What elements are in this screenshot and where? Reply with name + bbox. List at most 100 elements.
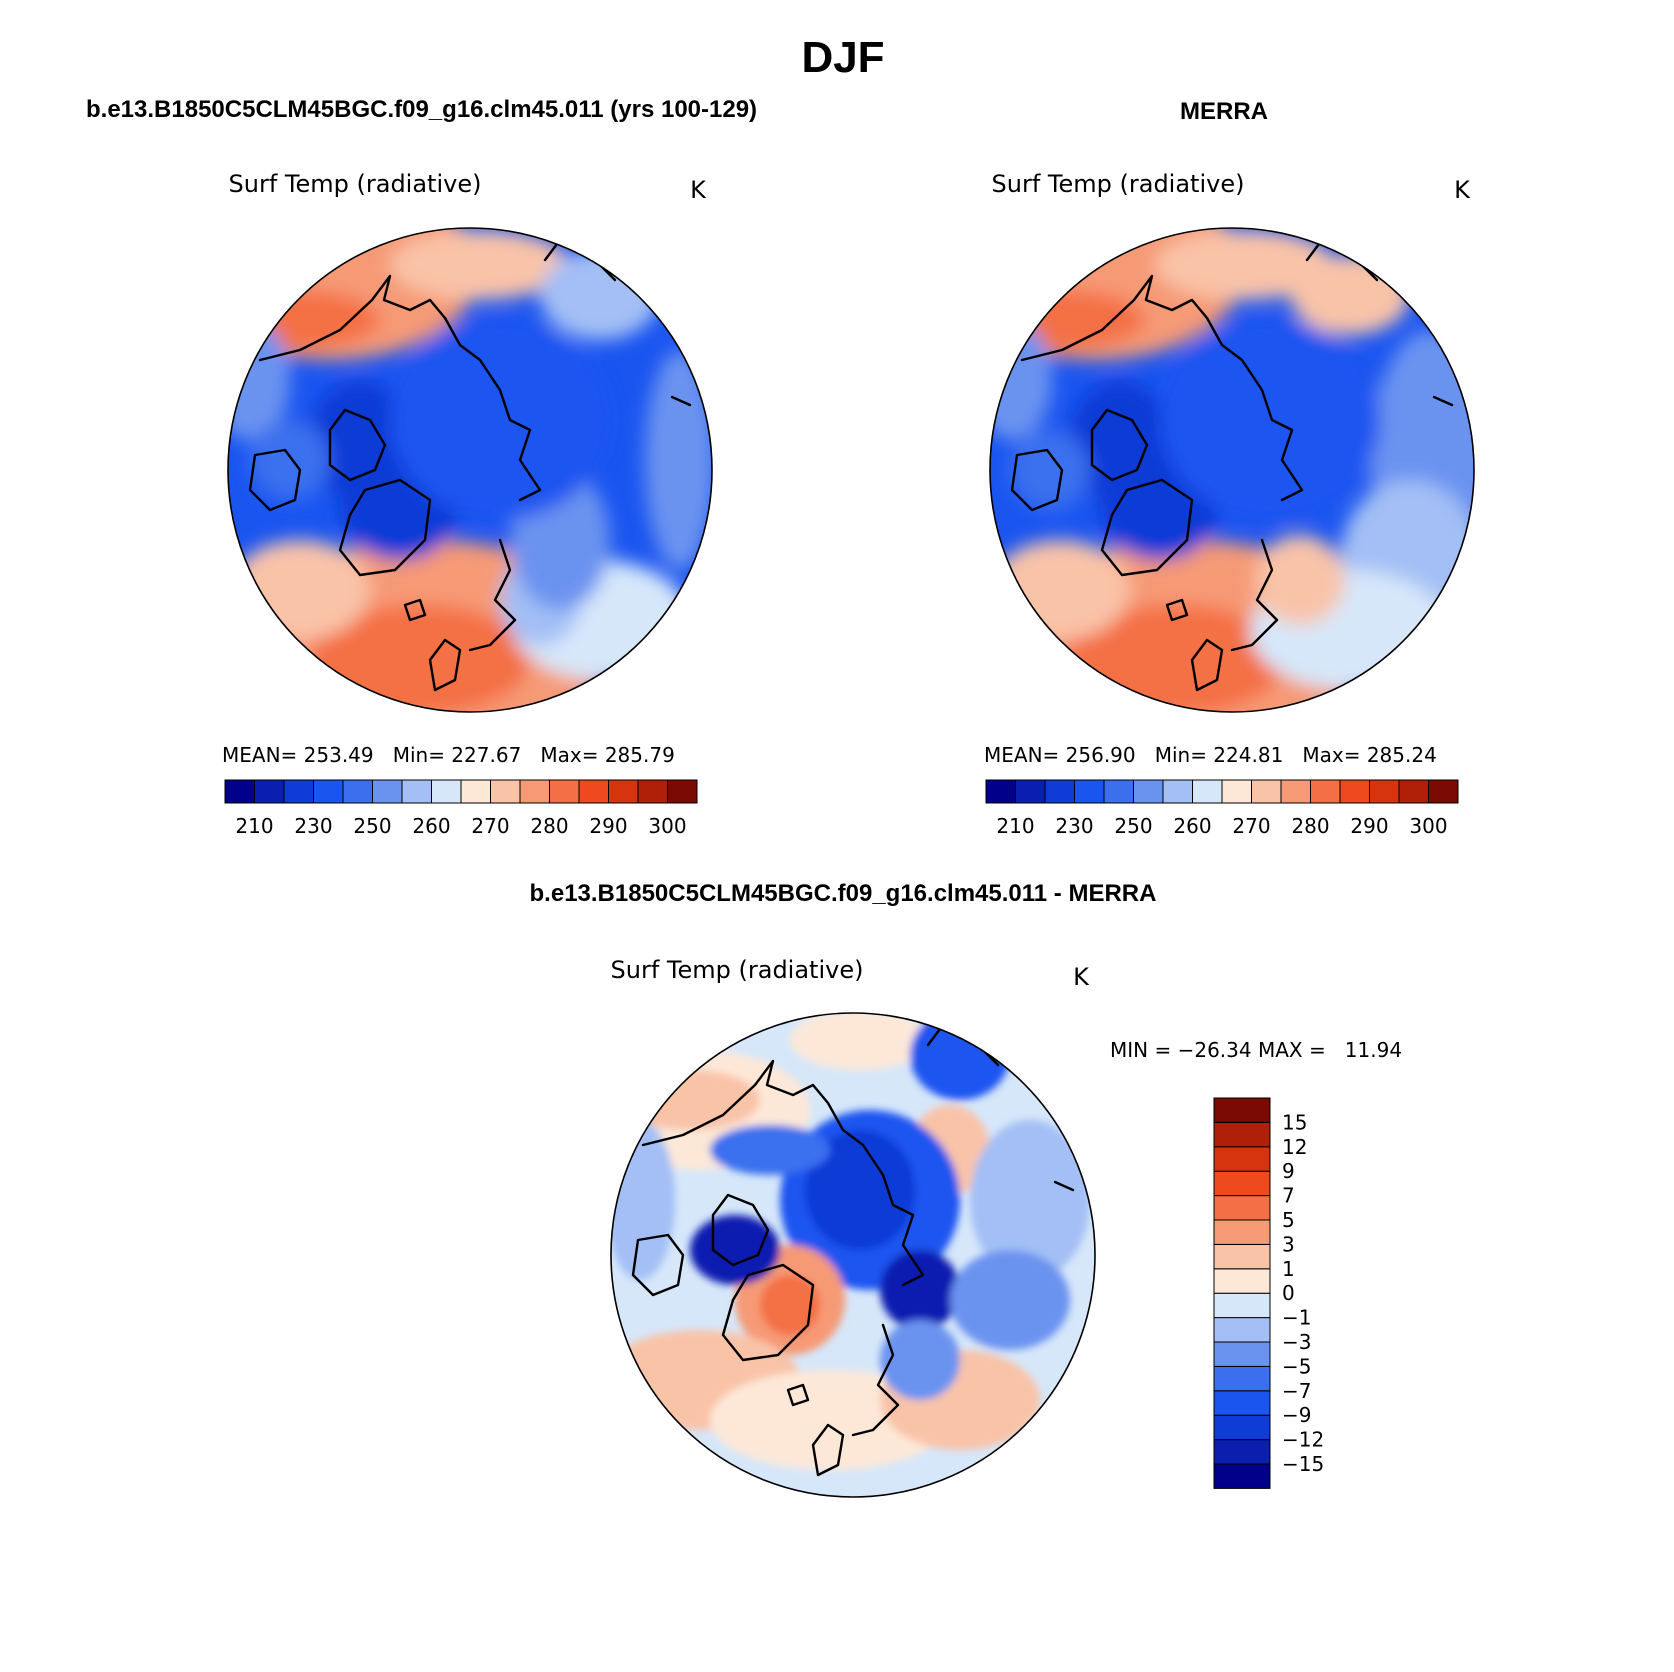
colorbar-diff-tick-label: −9 (1282, 1403, 1311, 1427)
colorbar-obs-tick-label: 300 (1409, 814, 1447, 838)
colorbar-diff-tick-label: 5 (1282, 1208, 1295, 1232)
colorbar-diff-tick-label: −5 (1282, 1354, 1311, 1378)
variable-label-diff: Surf Temp (radiative) (611, 956, 864, 984)
colorbar-diff-tick-label: 7 (1282, 1184, 1295, 1208)
colorbar-model-swatch (431, 779, 462, 804)
colorbar-model-swatch (372, 779, 403, 804)
colorbar-obs-tick-label: 260 (1173, 814, 1211, 838)
colorbar-obs-swatch (1369, 779, 1400, 804)
colorbar-obs-tick-label: 270 (1232, 814, 1270, 838)
colorbar-diff-tick-label: 9 (1282, 1159, 1295, 1183)
panel-header-model: b.e13.B1850C5CLM45BGC.f09_g16.clm45.011 … (86, 96, 757, 123)
units-label-diff: K (1073, 963, 1090, 991)
colorbar-diff-tick-label: 15 (1282, 1110, 1307, 1134)
colorbar-model-tick-label: 210 (235, 814, 273, 838)
colorbar-diff-swatch (1213, 1097, 1271, 1123)
colorbar-model-swatch (667, 779, 698, 804)
colorbar-model-swatch (637, 779, 668, 804)
colorbar-model-swatch (401, 779, 432, 804)
colorbar-model-swatch (224, 779, 255, 804)
colorbar-obs-swatch (985, 779, 1016, 804)
stats-model: MEAN= 253.49 Min= 227.67 Max= 285.79 (222, 743, 675, 767)
colorbar-obs-tick-label: 290 (1350, 814, 1388, 838)
colorbar-diff-tick-label: −3 (1282, 1330, 1311, 1354)
colorbar-model-swatch (283, 779, 314, 804)
colorbar-diff-swatch (1213, 1317, 1271, 1343)
units-label-obs: K (1454, 176, 1471, 204)
polar-map-obs (989, 227, 1475, 713)
colorbar-diff-tick-label: −12 (1282, 1428, 1324, 1452)
colorbar-diff-swatch (1213, 1170, 1271, 1197)
colorbar-model-tick-label: 290 (589, 814, 627, 838)
colorbar-obs-swatch (1428, 779, 1459, 804)
colorbar-diff-swatch (1213, 1243, 1271, 1270)
colorbar-model-tick-label: 300 (648, 814, 686, 838)
colorbar-model-swatch (460, 779, 491, 804)
colorbar-model-tick-label: 270 (471, 814, 509, 838)
colorbar-obs-swatch (1044, 779, 1075, 804)
variable-label-model: Surf Temp (radiative) (229, 170, 482, 198)
colorbar-obs-swatch (1103, 779, 1134, 804)
colorbar-obs-tick-label: 230 (1055, 814, 1093, 838)
colorbar-obs-swatch (1015, 779, 1046, 804)
colorbar-obs-swatch (1280, 779, 1311, 804)
colorbar-model-swatch (608, 779, 639, 804)
stats-obs: MEAN= 256.90 Min= 224.81 Max= 285.24 (984, 743, 1437, 767)
colorbar-obs-swatch (1339, 779, 1370, 804)
colorbar-diff-swatch (1213, 1390, 1271, 1416)
colorbar-diff-tick-label: −1 (1282, 1306, 1311, 1330)
colorbar-diff-swatch (1213, 1121, 1271, 1148)
stats-diff: MIN = −26.34 MAX = 11.94 (1110, 1038, 1402, 1062)
colorbar-model-tick-label: 250 (353, 814, 391, 838)
colorbar-model-tick-label: 260 (412, 814, 450, 838)
colorbar-model-tick-label: 230 (294, 814, 332, 838)
colorbar-obs-swatch (1398, 779, 1429, 804)
colorbar-diff-tick-label: 1 (1282, 1257, 1295, 1281)
colorbar-obs-swatch (1310, 779, 1341, 804)
colorbar-diff-swatch (1213, 1292, 1271, 1319)
colorbar-model-swatch (490, 779, 521, 804)
colorbar-diff-swatch (1213, 1463, 1271, 1489)
colorbar-diff-tick-label: −15 (1282, 1452, 1324, 1476)
colorbar-model-swatch (519, 779, 550, 804)
colorbar-model-swatch (254, 779, 285, 804)
panel-header-diff: b.e13.B1850C5CLM45BGC.f09_g16.clm45.011 … (530, 880, 1157, 907)
colorbar-diff-swatch (1213, 1341, 1271, 1367)
colorbar-diff-swatch (1213, 1439, 1271, 1465)
polar-map-model (227, 227, 713, 713)
colorbar-model-swatch (578, 779, 609, 804)
colorbar-obs-tick-label: 210 (996, 814, 1034, 838)
colorbar-obs-swatch (1162, 779, 1193, 804)
panel-header-obs: MERRA (1180, 98, 1268, 125)
colorbar-model-swatch (549, 779, 580, 804)
colorbar-obs-swatch (1074, 779, 1105, 804)
colorbar-diff-swatch (1213, 1219, 1271, 1245)
colorbar-obs: 210 230 250 260 270 280 290 300 (985, 779, 1459, 838)
units-label-model: K (690, 176, 707, 204)
colorbar-diff-swatch (1213, 1195, 1271, 1221)
colorbar-model-swatch (342, 779, 373, 804)
variable-label-obs: Surf Temp (radiative) (992, 170, 1245, 198)
colorbar-obs-tick-label: 250 (1114, 814, 1152, 838)
polar-map-diff (610, 1012, 1096, 1498)
colorbar-diff-swatch (1213, 1414, 1271, 1441)
colorbar-diff-swatch (1213, 1146, 1271, 1172)
colorbar-diff-swatch (1213, 1268, 1271, 1294)
colorbar-obs-swatch (1221, 779, 1252, 804)
colorbar-diff-tick-label: −7 (1282, 1379, 1311, 1403)
colorbar-diff-tick-label: 0 (1282, 1281, 1295, 1305)
coastlines-obs (1010, 238, 1454, 692)
colorbar-model-tick-label: 280 (530, 814, 568, 838)
colorbar-model: 210 230 250 260 270 280 290 300 (224, 779, 698, 838)
coastlines-model (248, 238, 692, 692)
colorbar-obs-swatch (1251, 779, 1282, 804)
colorbar-model-swatch (313, 779, 344, 804)
colorbar-diff-swatch (1213, 1365, 1271, 1392)
colorbar-obs-swatch (1133, 779, 1164, 804)
colorbar-diff-tick-label: 3 (1282, 1232, 1295, 1256)
page-title: DJF (801, 33, 884, 82)
colorbar-obs-tick-label: 280 (1291, 814, 1329, 838)
colorbar-diff-tick-label: 12 (1282, 1135, 1307, 1159)
